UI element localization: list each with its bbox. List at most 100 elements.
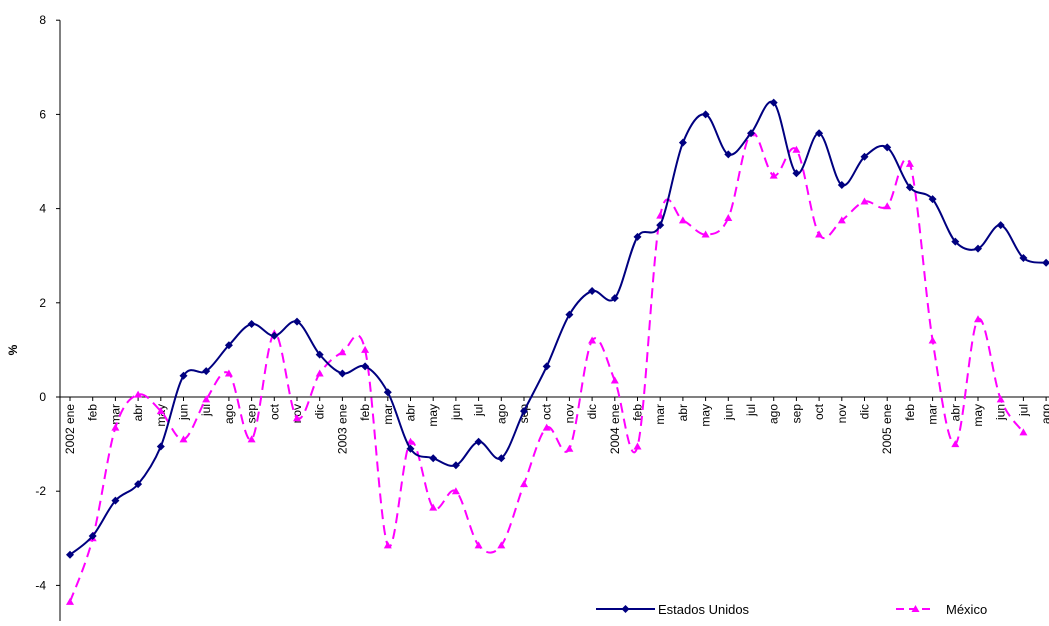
x-tick-label: sep bbox=[245, 404, 259, 424]
data-point-estados-unidos bbox=[905, 183, 914, 192]
data-point-mexico bbox=[66, 597, 74, 605]
x-tick-label: abr bbox=[676, 404, 690, 421]
x-tick-label: ago bbox=[494, 404, 508, 424]
x-tick-label: oct bbox=[812, 403, 826, 420]
data-point-estados-unidos bbox=[883, 143, 892, 152]
data-point-mexico bbox=[520, 480, 528, 488]
data-point-mexico bbox=[610, 376, 619, 384]
data-point-mexico bbox=[156, 407, 165, 415]
x-tick-label: 2002 ene bbox=[63, 404, 77, 454]
x-tick-label: dic bbox=[585, 404, 599, 419]
data-point-estados-unidos bbox=[974, 244, 982, 253]
data-point-mexico bbox=[361, 345, 370, 353]
data-point-mexico bbox=[247, 435, 256, 443]
data-point-estados-unidos bbox=[815, 129, 824, 138]
data-point-mexico bbox=[429, 503, 438, 511]
data-point-estados-unidos bbox=[792, 169, 801, 178]
legend: Estados Unidos México bbox=[596, 602, 987, 617]
x-tick-label: dic bbox=[313, 404, 327, 419]
x-tick-label: ago bbox=[222, 404, 236, 424]
data-point-mexico bbox=[1019, 428, 1028, 436]
x-tick-label: feb bbox=[86, 404, 100, 421]
y-tick-label: -2 bbox=[35, 484, 46, 498]
data-point-mexico bbox=[883, 202, 892, 210]
x-tick-label: nov bbox=[835, 404, 849, 423]
data-point-mexico bbox=[293, 414, 301, 422]
data-point-estados-unidos bbox=[383, 388, 392, 397]
x-tick-label: ago bbox=[1039, 404, 1049, 424]
x-tick-label: nov bbox=[562, 404, 576, 423]
data-point-estados-unidos bbox=[134, 480, 143, 489]
x-tick-label: may bbox=[426, 404, 440, 427]
data-point-mexico bbox=[338, 348, 347, 356]
data-point-estados-unidos bbox=[1042, 258, 1049, 267]
data-point-mexico bbox=[815, 230, 824, 238]
y-tick-label: 8 bbox=[39, 13, 46, 27]
data-point-estados-unidos bbox=[542, 362, 551, 371]
x-tick-label: feb bbox=[358, 404, 372, 421]
x-tick-label: feb bbox=[903, 404, 917, 421]
legend-label-mexico: México bbox=[946, 602, 987, 617]
data-point-mexico bbox=[860, 197, 869, 205]
data-point-estados-unidos bbox=[860, 152, 869, 161]
data-point-estados-unidos bbox=[678, 138, 687, 147]
data-point-mexico bbox=[974, 315, 982, 323]
data-point-estados-unidos bbox=[928, 195, 937, 204]
y-axis: -4 -2 0 2 4 6 8 bbox=[35, 13, 61, 621]
x-tick-label: abr bbox=[404, 404, 418, 421]
x-tick-label: mar bbox=[653, 404, 667, 425]
legend-marker-mexico bbox=[911, 605, 920, 612]
legend-label-estados-unidos: Estados Unidos bbox=[658, 602, 750, 617]
data-point-estados-unidos bbox=[429, 454, 438, 463]
data-point-estados-unidos bbox=[474, 437, 483, 446]
data-point-estados-unidos bbox=[224, 341, 233, 350]
data-point-mexico bbox=[474, 541, 483, 549]
x-tick-label: 2003 ene bbox=[335, 404, 349, 454]
y-tick-label: 2 bbox=[39, 296, 46, 310]
data-point-estados-unidos bbox=[88, 531, 97, 540]
x-tick-label: ago bbox=[767, 404, 781, 424]
data-point-estados-unidos bbox=[338, 369, 347, 378]
data-point-estados-unidos bbox=[111, 496, 120, 505]
data-point-mexico bbox=[383, 541, 392, 549]
y-tick-label: -4 bbox=[35, 578, 46, 592]
data-point-estados-unidos bbox=[293, 317, 301, 326]
x-tick-label: jul bbox=[472, 404, 486, 417]
data-point-mexico bbox=[542, 423, 551, 431]
data-point-estados-unidos bbox=[451, 461, 460, 470]
data-point-estados-unidos bbox=[406, 444, 415, 453]
series-line-estados-unidos bbox=[69, 100, 1047, 556]
legend-marker-estados-unidos bbox=[621, 605, 630, 613]
x-tick-label: jun bbox=[449, 404, 463, 421]
data-point-estados-unidos bbox=[315, 350, 324, 359]
x-tick-label: oct bbox=[267, 403, 281, 420]
data-point-estados-unidos bbox=[996, 221, 1005, 230]
data-point-mexico bbox=[315, 369, 324, 377]
data-point-mexico bbox=[134, 390, 143, 398]
data-point-mexico bbox=[497, 541, 506, 549]
x-tick-label: sep bbox=[789, 404, 803, 424]
data-point-estados-unidos bbox=[588, 287, 597, 296]
x-tick-label: jun bbox=[177, 404, 191, 421]
x-tick-label: may bbox=[154, 404, 168, 427]
data-point-estados-unidos bbox=[724, 150, 733, 159]
data-point-estados-unidos bbox=[565, 310, 574, 319]
data-point-estados-unidos bbox=[837, 181, 846, 190]
y-tick-label: 0 bbox=[39, 390, 46, 404]
y-tick-label: 6 bbox=[39, 107, 46, 121]
y-tick-label: 4 bbox=[39, 202, 46, 216]
data-point-estados-unidos bbox=[747, 129, 755, 138]
x-tick-label: mar bbox=[926, 404, 940, 425]
data-point-mexico bbox=[678, 216, 687, 224]
data-point-mexico bbox=[951, 440, 960, 448]
data-point-mexico bbox=[928, 336, 937, 344]
data-point-mexico bbox=[837, 216, 846, 224]
data-point-estados-unidos bbox=[66, 550, 74, 559]
data-point-estados-unidos bbox=[701, 110, 710, 119]
data-point-mexico bbox=[224, 369, 233, 377]
data-point-estados-unidos bbox=[202, 367, 211, 376]
data-point-estados-unidos bbox=[520, 407, 528, 416]
x-tick-label: mar bbox=[381, 404, 395, 425]
x-tick-label: oct bbox=[540, 403, 554, 420]
